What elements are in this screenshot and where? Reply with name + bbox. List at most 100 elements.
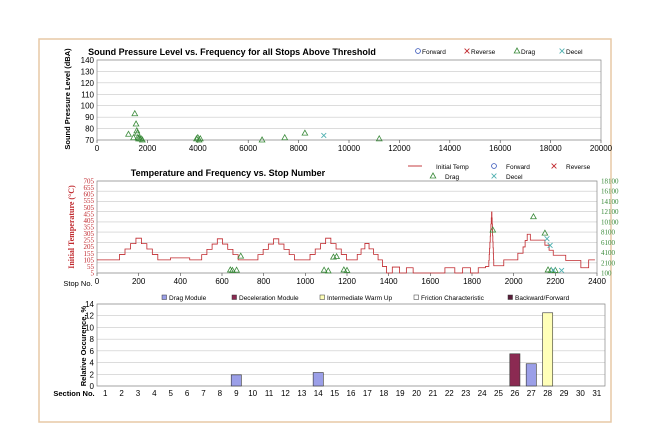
chart2-legend-label: Initial Temp <box>436 164 469 171</box>
chart3-bar <box>509 353 521 387</box>
chart2-ytick-label: 5 <box>91 270 95 278</box>
chart2-ytick-label: 305 <box>84 230 95 238</box>
chart2-xtick-label: 200 <box>132 277 146 286</box>
chart3-xtick-label: 16 <box>347 389 356 398</box>
chart1-xtick-label: 8000 <box>290 144 308 153</box>
chart3-legend-swatch <box>231 294 237 300</box>
chart2-point-drag <box>541 229 549 236</box>
chart1-legend-label: Reverse <box>471 49 496 56</box>
chart3-xtick-label: 27 <box>527 389 536 398</box>
chart1-ytick-label: 90 <box>85 113 94 122</box>
chart3-xtick-label: 5 <box>169 389 174 398</box>
chart2-xtick-label: 800 <box>257 277 271 286</box>
chart2-point-decel <box>558 267 565 274</box>
chart1-ytick-label: 100 <box>81 102 95 111</box>
chart1-ticks: 70 80 90 100 110 120 130 140 0 2000 4000 6000 8000 10… <box>81 56 613 153</box>
chart2-ytick-label: 555 <box>84 197 95 205</box>
chart1-point-drag <box>301 129 309 136</box>
chart3-xtick-label: 6 <box>185 389 190 398</box>
chart2-xtick-label: 1000 <box>296 277 314 286</box>
chart3-bar <box>312 372 324 387</box>
chart2-point-decel <box>547 242 553 249</box>
chart2-legend-marker <box>429 172 437 179</box>
chart1-point-drag <box>133 127 141 134</box>
chart3-legend-swatch <box>413 294 419 300</box>
chart1-legend-marker <box>513 47 521 54</box>
chart2-y2tick-label: 100 <box>601 270 612 278</box>
chart2-legend-marker <box>491 163 497 169</box>
chart3-xtick-label: 11 <box>265 389 274 398</box>
chart3-ytick-label: 10 <box>85 323 94 332</box>
chart3-xtick-label: 25 <box>494 389 503 398</box>
chart2-ytick-label: 105 <box>84 256 95 264</box>
chart3-xtick-label: 15 <box>330 389 339 398</box>
chart1-legend: Forward Reverse Drag Decel <box>415 47 583 56</box>
chart2-point-drag <box>233 266 241 273</box>
chart2-legend-marker <box>551 163 557 169</box>
chart1-point-drag <box>138 136 146 143</box>
chart1-ylabel: Sound Pressure Level (dBA) <box>63 48 72 150</box>
chart1-ytick-label: 80 <box>85 125 94 134</box>
chart2-marks <box>97 211 595 274</box>
chart3-ylabel: Relative Occurence, % <box>79 305 88 386</box>
chart2-title: Temperature and Frequency vs. Stop Numbe… <box>131 168 326 178</box>
chart2-ytick-label: 605 <box>84 191 95 199</box>
chart3-legend-label: Drag Module <box>169 295 207 302</box>
chart3-xtick-label: 29 <box>560 389 569 398</box>
chart2-ytick-label: 705 <box>84 178 95 186</box>
chart3-xtick-label: 19 <box>396 389 405 398</box>
chart1-xtick-label: 20000 <box>590 144 613 153</box>
chart3-legend-swatch <box>507 294 513 300</box>
chart2-y2tick-label: 2100 <box>601 259 616 267</box>
chart2-ytick-label: 55 <box>87 263 95 271</box>
chart1-legend-label: Forward <box>422 49 446 56</box>
chart3-xtick-label: 20 <box>412 389 421 398</box>
chart3-legend-label: Friction Characteristic <box>421 295 485 302</box>
chart3-xtick-label: 14 <box>314 389 323 398</box>
chart3-plot-area <box>96 303 606 387</box>
chart3-ytick-label: 14 <box>85 300 94 309</box>
chart2-point-drag <box>228 266 236 273</box>
figure-frame <box>38 38 612 423</box>
chart3-xtick-label: 30 <box>576 389 585 398</box>
chart1-point-drag <box>130 133 138 141</box>
chart1-point-drag <box>131 109 139 117</box>
chart2-point-decel <box>550 267 556 273</box>
spl-frequency-chart: Sound Pressure Level vs. Frequency for a… <box>63 47 613 153</box>
chart2-point-drag <box>343 266 351 273</box>
chart2-ytick-label: 355 <box>84 224 95 232</box>
chart1-legend-label: Decel <box>566 49 583 56</box>
chart3-xtick-label: 21 <box>428 389 437 398</box>
chart2-xlabel: Stop No. <box>63 279 92 288</box>
chart3-xtick-label: 4 <box>152 389 157 398</box>
chart2-xtick-label: 1800 <box>463 277 481 286</box>
chart3-ytick-label: 6 <box>90 347 95 356</box>
chart3-xtick-label: 23 <box>461 389 470 398</box>
chart2-legend-label: Decel <box>506 174 523 181</box>
chart2-legend: Initial Temp Forward Reverse Drag Decel <box>408 163 591 181</box>
chart1-marks <box>125 109 383 143</box>
chart3-legend-label: Deceleration Module <box>239 295 299 302</box>
chart1-ytick-label: 110 <box>81 90 94 99</box>
chart2-point-drag <box>324 267 332 274</box>
chart1-xtick-label: 4000 <box>189 144 207 153</box>
chart3-marks <box>230 312 554 387</box>
chart3-bar <box>542 312 554 387</box>
chart3-xtick-label: 17 <box>363 389 372 398</box>
chart1-point-drag <box>281 133 289 141</box>
chart2-y2tick-label: 18100 <box>601 178 619 186</box>
chart2-point-drag <box>320 266 328 273</box>
chart3-xtick-label: 26 <box>510 389 519 398</box>
chart2-point-drag <box>489 226 497 233</box>
chart3-bar <box>525 363 537 387</box>
chart2-xtick-label: 600 <box>215 277 229 286</box>
chart2-y2tick-label: 10100 <box>601 218 619 226</box>
chart3-ytick-label: 4 <box>90 359 95 368</box>
chart2-ticks: 5551051552052553053554054555055556056557… <box>84 178 620 287</box>
chart3-legend-label: Backward/Forward <box>515 295 570 302</box>
chart2-xtick-label: 1600 <box>421 277 439 286</box>
chart2-ytick-label: 255 <box>84 237 95 245</box>
chart2-legend-label: Drag <box>445 174 459 181</box>
